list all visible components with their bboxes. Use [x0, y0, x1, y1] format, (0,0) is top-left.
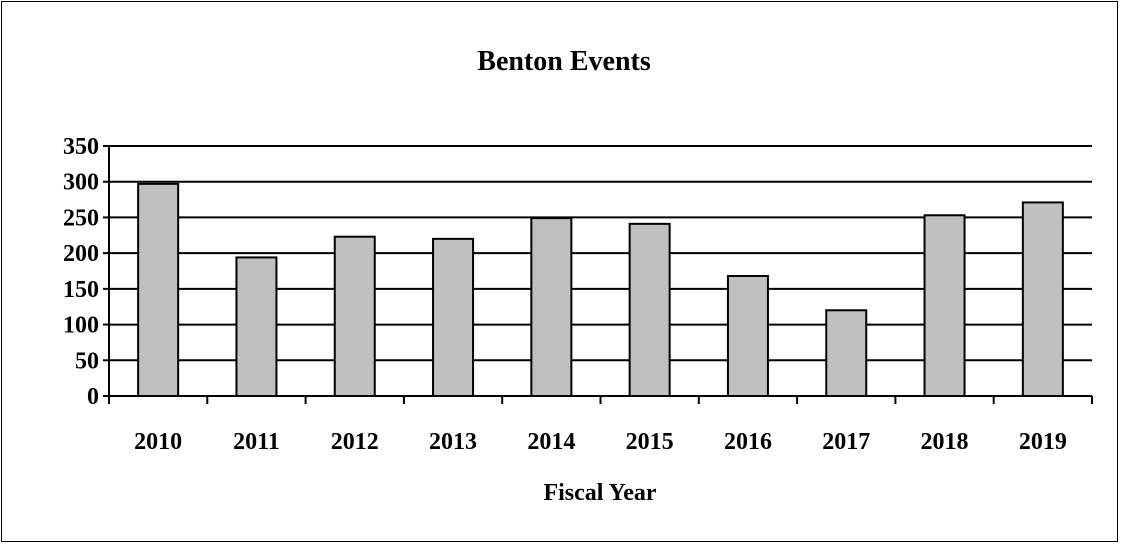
x-tick-label: 2019: [1019, 429, 1067, 455]
chart-title: Benton Events: [477, 46, 651, 77]
bars: [137, 182, 1064, 397]
x-tick-label: 2011: [233, 429, 280, 455]
y-tick-label: 200: [63, 241, 99, 267]
x-tick-label: 2013: [429, 429, 477, 455]
bar-2018: [923, 214, 966, 397]
x-tick-label: 2014: [527, 429, 575, 455]
y-tick-label: 350: [63, 134, 99, 160]
y-tick-label: 300: [63, 170, 99, 196]
x-tick-label: 2010: [134, 429, 182, 455]
y-tick-label: 250: [63, 205, 99, 231]
y-tick-label: 0: [87, 384, 99, 410]
y-tick-label: 50: [75, 348, 99, 374]
y-tick-label: 150: [63, 277, 99, 303]
x-axis-label: Fiscal Year: [543, 480, 656, 506]
bar-2011: [235, 256, 278, 397]
x-tick-label: 2016: [724, 429, 772, 455]
y-tick-label: 100: [63, 313, 99, 339]
bar-2016: [726, 275, 769, 397]
x-tick-label: 2018: [921, 429, 969, 455]
bar-2012: [333, 235, 376, 397]
bar-2010: [137, 182, 180, 397]
bar-2019: [1021, 201, 1064, 397]
x-tick-label: 2012: [331, 429, 379, 455]
x-tick-label: 2015: [626, 429, 674, 455]
bar-2017: [825, 309, 868, 397]
x-tick-label: 2017: [822, 429, 870, 455]
axes: [103, 145, 1093, 404]
bar-2014: [530, 217, 573, 397]
x-tick-labels: 2010 2011 2012 2013 2014 2015 2016 2017 2018 2019: [134, 429, 1067, 455]
bar-2013: [432, 237, 475, 397]
bar-2015: [628, 222, 671, 397]
y-tick-labels: 0 50 100 150 200 250 300 350: [63, 134, 99, 410]
